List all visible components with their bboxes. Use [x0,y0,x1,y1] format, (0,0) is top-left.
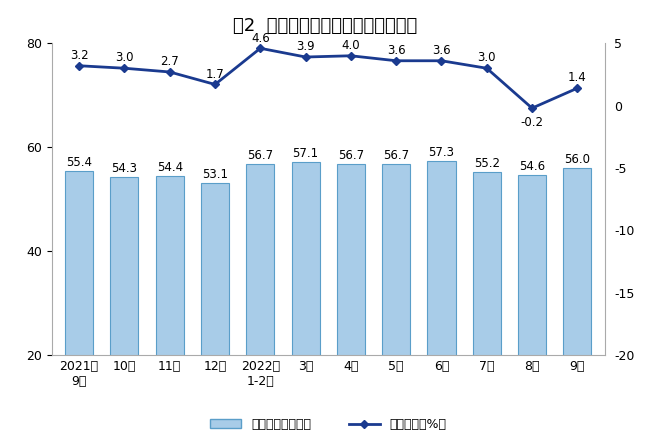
Text: 54.4: 54.4 [157,161,183,174]
Text: 56.0: 56.0 [564,153,590,166]
Bar [292,162,320,433]
Text: 56.7: 56.7 [338,149,364,162]
Text: 55.2: 55.2 [474,157,500,170]
Text: 54.6: 54.6 [519,160,545,173]
Text: 3.6: 3.6 [387,44,406,57]
Text: 3.0: 3.0 [115,52,134,65]
Legend: 日均产量（万吨）, 当月增速（%）: 日均产量（万吨）, 当月增速（%） [205,413,452,433]
Text: 4.0: 4.0 [342,39,360,52]
Text: 56.7: 56.7 [383,149,410,162]
Text: 3.9: 3.9 [296,40,315,53]
Bar [473,172,501,433]
Text: -0.2: -0.2 [521,116,543,129]
Text: 2.7: 2.7 [161,55,179,68]
Bar [382,165,410,433]
Text: 56.7: 56.7 [247,149,274,162]
Text: 图2  规模以上工业原油产量月度走势: 图2 规模以上工业原油产量月度走势 [233,17,417,36]
Bar [111,177,138,433]
Text: 3.6: 3.6 [432,44,451,57]
Text: 57.3: 57.3 [428,146,454,159]
Text: 57.1: 57.1 [292,147,318,160]
Text: 55.4: 55.4 [66,156,92,169]
Bar [246,165,274,433]
Bar [201,183,229,433]
Bar [428,161,456,433]
Text: 53.1: 53.1 [202,168,228,181]
Text: 1.4: 1.4 [568,71,587,84]
Text: 4.6: 4.6 [251,32,270,45]
Text: 3.2: 3.2 [70,49,88,62]
Bar [564,168,592,433]
Bar [337,165,365,433]
Bar [65,171,93,433]
Text: 3.0: 3.0 [478,52,496,65]
Bar [156,176,184,433]
Bar [518,175,546,433]
Text: 1.7: 1.7 [205,68,224,81]
Text: 54.3: 54.3 [111,162,137,175]
